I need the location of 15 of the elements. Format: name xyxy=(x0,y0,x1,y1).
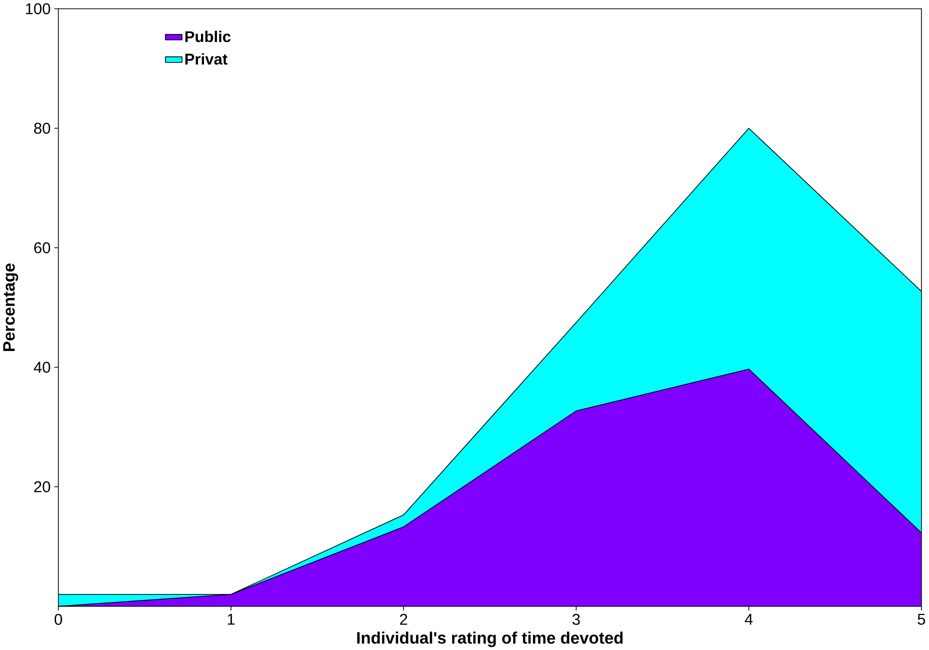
y-tick-label: 100 xyxy=(26,3,50,14)
x-tick-label: 2 xyxy=(400,614,408,625)
legend-label: Privat xyxy=(185,53,228,64)
x-tick-label: 4 xyxy=(744,614,753,624)
x-axis-title: Individual's rating of time devoted xyxy=(357,631,623,647)
y-tick-label: 20 xyxy=(34,481,50,492)
y-axis-title: Percentage xyxy=(3,263,18,351)
x-tick-label: 0 xyxy=(54,614,62,625)
y-tick-label: 40 xyxy=(34,362,50,373)
y-tick-label: 80 xyxy=(34,122,50,134)
x-tick-label: 1 xyxy=(228,614,235,624)
x-tick-label: 5 xyxy=(918,614,926,625)
y-tick-label: 60 xyxy=(34,242,50,254)
legend-label: Public xyxy=(185,30,231,42)
x-tick-label: 3 xyxy=(572,614,580,625)
